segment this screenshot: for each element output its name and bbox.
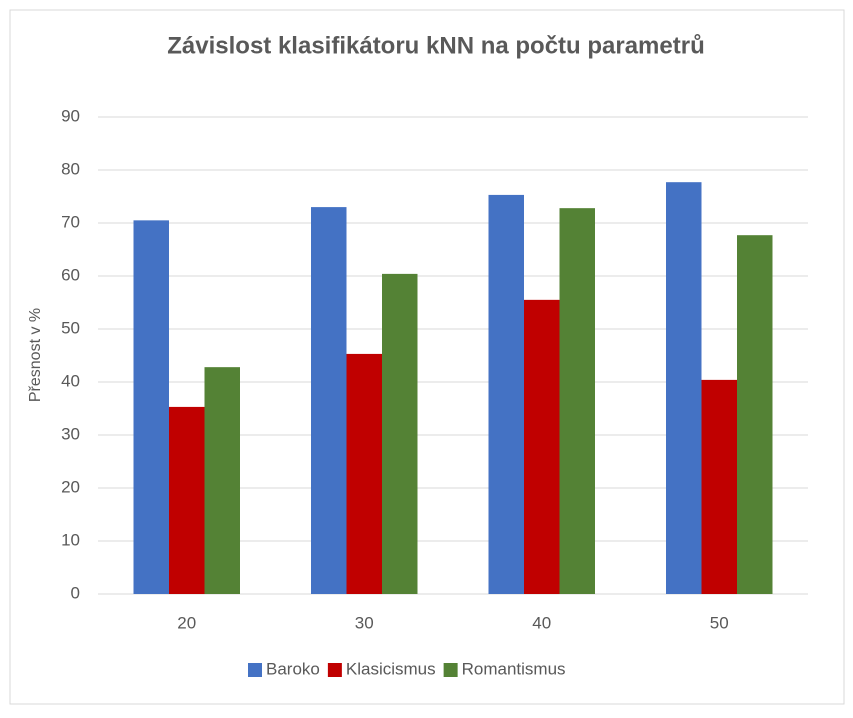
y-tick-label: 10 [61,530,80,549]
x-tick-label: 20 [177,613,196,632]
legend-label: Klasicismus [346,659,436,678]
bar [169,406,205,594]
legend-swatch [327,663,342,677]
y-axis-label: Přesnost v % [27,308,44,402]
bar [382,273,418,594]
bar [701,379,737,594]
y-tick-label: 80 [61,159,80,178]
x-tick-label: 50 [710,613,729,632]
bar [133,220,169,594]
legend-swatch [248,663,262,677]
chart-title: Závislost klasifikátoru kNN na počtu par… [167,32,704,59]
bar [559,208,595,594]
bar [346,353,382,594]
bar [311,207,347,594]
legend-label: Baroko [266,659,320,678]
bar [737,235,773,594]
y-tick-label: 90 [61,106,80,125]
y-tick-label: 40 [61,371,80,390]
bar [524,299,560,594]
bar [204,367,240,594]
x-tick-label: 30 [355,613,374,632]
y-tick-label: 60 [61,265,80,284]
y-tick-label: 70 [61,212,80,231]
y-tick-label: 0 [71,583,80,602]
x-tick-label: 40 [532,613,551,632]
legend-swatch [443,663,458,677]
y-tick-label: 30 [61,424,80,443]
bar [488,194,524,594]
y-tick-label: 20 [61,477,80,496]
y-tick-label: 50 [61,318,80,337]
legend-label: Romantismus [462,659,566,678]
bar [666,182,702,594]
